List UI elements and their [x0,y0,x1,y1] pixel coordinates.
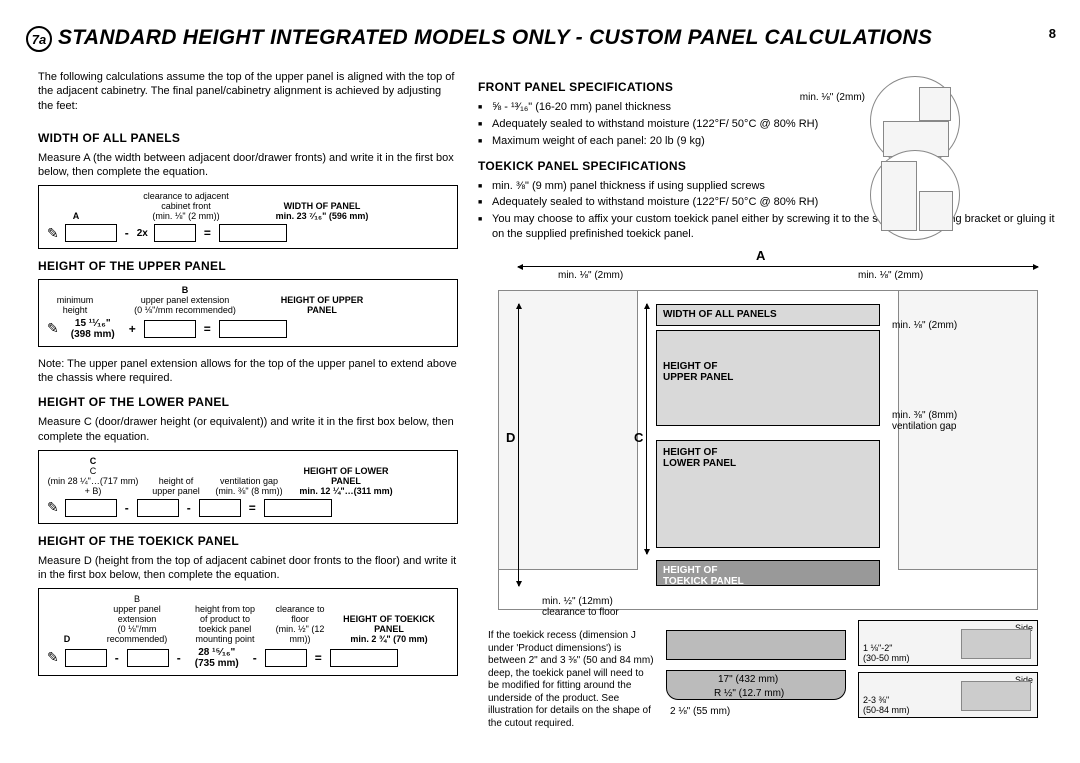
left-column: The following calculations assume the to… [38,70,458,686]
diagram-note: If the toekick recess (dimension J under… [488,630,656,730]
min-top-label: min. ⅛" (2mm) [800,92,865,103]
upper-equation: minimum height Bupper panel extension (0… [38,279,458,347]
input-a[interactable] [65,224,117,242]
page-title: STANDARD HEIGHT INTEGRATED MODELS ONLY -… [58,26,932,50]
pencil-icon [47,499,59,516]
side-detail-2: Side J 2-3 ⅜" (50-84 mm) [858,672,1038,718]
width-heading: WIDTH OF ALL PANELS [38,131,458,145]
input-lower-result[interactable] [264,499,332,517]
page-number: 8 [1049,26,1056,41]
pencil-icon [47,649,59,666]
main-diagram: A min. ⅛" (2mm) min. ⅛" (2mm) WIDTH OF A… [478,260,1058,750]
toekick-equation: D B upper panel extension (0 ⅛"/mm recom… [38,588,458,675]
input-clearance[interactable] [154,224,196,242]
toe-spec-list: min. ⅜" (9 mm) panel thickness if using … [478,179,1058,242]
input-clr[interactable] [265,649,307,667]
lower-text: Measure C (door/drawer height (or equiva… [38,415,458,444]
input-b2[interactable] [127,649,169,667]
width-equation: A clearance to adjacent cabinet front (m… [38,185,458,249]
input-width-result[interactable] [219,224,287,242]
upper-heading: HEIGHT OF THE UPPER PANEL [38,259,458,273]
lower-heading: HEIGHT OF THE LOWER PANEL [38,395,458,409]
upper-note: Note: The upper panel extension allows f… [38,357,458,386]
pencil-icon [47,320,59,337]
input-vent[interactable] [199,499,241,517]
intro-text: The following calculations assume the to… [38,70,458,113]
input-d[interactable] [65,649,107,667]
pencil-icon [47,225,59,242]
input-toekick-result[interactable] [330,649,398,667]
corner-detail-2 [870,150,960,240]
input-b[interactable] [144,320,196,338]
toekick-heading: HEIGHT OF THE TOEKICK PANEL [38,534,458,548]
width-text: Measure A (the width between adjacent do… [38,151,458,180]
input-c[interactable] [65,499,117,517]
input-hup[interactable] [137,499,179,517]
page-badge: 7a [26,26,52,52]
front-spec-list: ⅝ - ¹³⁄₁₆" (16-20 mm) panel thickness Ad… [478,100,1058,149]
side-detail-1: Side J 1 ⅛"-2" (30-50 mm) [858,620,1038,666]
front-spec-heading: FRONT PANEL SPECIFICATIONS [478,80,1058,94]
lower-equation: CC (min 28 ¼"…(717 mm) + B) height of up… [38,450,458,524]
input-upper-result[interactable] [219,320,287,338]
toekick-text: Measure D (height from the top of adjace… [38,554,458,583]
right-column: FRONT PANEL SPECIFICATIONS ⅝ - ¹³⁄₁₆" (1… [478,70,1058,250]
toe-spec-heading: TOEKICK PANEL SPECIFICATIONS [478,159,1058,173]
